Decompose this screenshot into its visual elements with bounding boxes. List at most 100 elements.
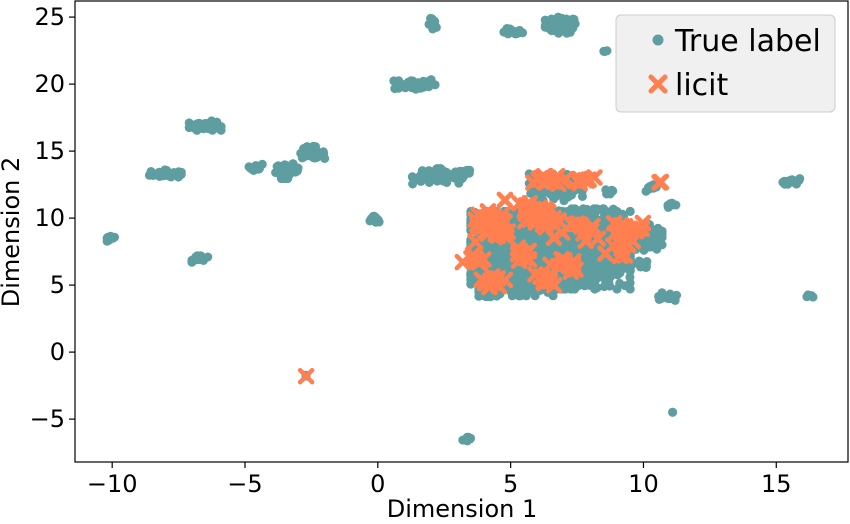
y-tick-label: 25 — [34, 3, 65, 31]
point-licit — [651, 174, 668, 191]
point-licit — [577, 232, 594, 250]
point-true-label — [318, 147, 328, 157]
legend-marker-true-label — [652, 34, 664, 46]
point-licit — [580, 171, 597, 188]
point-true-label — [505, 24, 515, 34]
point-true-label — [107, 232, 117, 242]
point-licit — [486, 213, 503, 231]
legend-frame — [615, 14, 836, 113]
x-tick-label: 5 — [503, 470, 518, 498]
point-true-label — [408, 80, 418, 89]
point-true-label — [254, 163, 264, 173]
legend: True label licit — [615, 14, 836, 113]
point-true-label — [570, 19, 580, 29]
point-licit — [532, 169, 549, 187]
point-true-label — [615, 278, 625, 288]
y-tick-label: −5 — [30, 405, 65, 433]
x-tick-label: −10 — [87, 470, 138, 498]
point-true-label — [297, 153, 307, 163]
point-licit — [597, 245, 614, 262]
point-true-label — [424, 178, 434, 187]
point-licit — [611, 247, 629, 265]
point-true-label — [625, 206, 635, 216]
point-true-label — [602, 189, 612, 199]
point-true-label — [301, 146, 311, 156]
point-true-label — [549, 25, 559, 35]
x-tick-label: 0 — [370, 470, 385, 498]
y-axis-label: Dimension 2 — [0, 157, 25, 307]
point-true-label — [462, 165, 472, 175]
y-tick-label: 20 — [34, 70, 65, 98]
x-axis-label: Dimension 1 — [387, 495, 537, 523]
plot-frame — [74, 0, 849, 463]
point-true-label — [550, 17, 560, 27]
point-true-label — [429, 15, 439, 25]
point-true-label — [277, 174, 287, 184]
point-true-label — [373, 215, 383, 225]
point-true-label — [653, 240, 662, 250]
point-licit — [557, 170, 575, 188]
point-licit — [550, 258, 567, 275]
axes-layer — [74, 0, 849, 463]
points-layer — [102, 12, 818, 446]
point-true-label — [507, 291, 517, 301]
point-licit — [543, 214, 561, 231]
point-true-label — [203, 252, 213, 262]
x-tick-label: 15 — [761, 470, 792, 498]
point-true-label — [540, 15, 550, 25]
point-true-label — [601, 279, 610, 289]
point-true-label — [591, 282, 601, 292]
y-tick-label: 0 — [50, 338, 65, 366]
point-true-label — [625, 284, 635, 294]
point-true-label — [635, 259, 645, 269]
point-true-label — [794, 175, 804, 185]
point-licit — [545, 229, 563, 247]
legend-marker-licit — [648, 74, 668, 94]
point-licit — [297, 367, 315, 385]
y-tick-label: 5 — [50, 271, 65, 299]
point-true-label — [645, 236, 655, 246]
point-true-label — [609, 207, 619, 217]
point-licit — [567, 261, 584, 278]
point-true-label — [663, 293, 673, 303]
point-true-label — [572, 208, 582, 217]
point-true-label — [320, 154, 330, 163]
point-licit — [467, 250, 485, 267]
point-true-label — [557, 13, 567, 23]
point-true-label — [663, 200, 673, 210]
point-true-label — [514, 291, 524, 301]
point-true-label — [671, 200, 681, 210]
point-licit — [545, 277, 563, 294]
y-tick-label: 10 — [34, 204, 65, 232]
point-true-label — [216, 125, 226, 135]
legend-label-true-label: True label — [674, 24, 821, 59]
x-tick-label: 10 — [628, 470, 659, 498]
point-true-label — [189, 120, 199, 130]
point-licit — [490, 277, 508, 295]
point-true-label — [806, 291, 816, 301]
point-true-label — [609, 266, 619, 276]
point-true-label — [462, 432, 472, 442]
point-true-label — [556, 26, 566, 36]
point-licit — [467, 233, 484, 250]
point-true-label — [493, 257, 503, 266]
point-licit — [495, 226, 513, 244]
point-licit — [533, 209, 551, 227]
point-true-label — [668, 407, 678, 417]
point-true-label — [447, 170, 456, 180]
point-true-label — [583, 252, 593, 262]
point-true-label — [670, 295, 680, 305]
point-licit — [628, 220, 646, 237]
point-true-label — [176, 169, 186, 179]
x-tick-label: −5 — [227, 470, 262, 498]
point-true-label — [155, 171, 165, 181]
point-true-label — [408, 179, 418, 189]
point-true-label — [500, 248, 510, 258]
point-true-label — [501, 258, 511, 268]
point-true-label — [571, 282, 581, 292]
point-true-label — [654, 295, 664, 304]
point-true-label — [144, 170, 154, 180]
point-true-label — [311, 145, 321, 155]
point-true-label — [277, 161, 287, 171]
